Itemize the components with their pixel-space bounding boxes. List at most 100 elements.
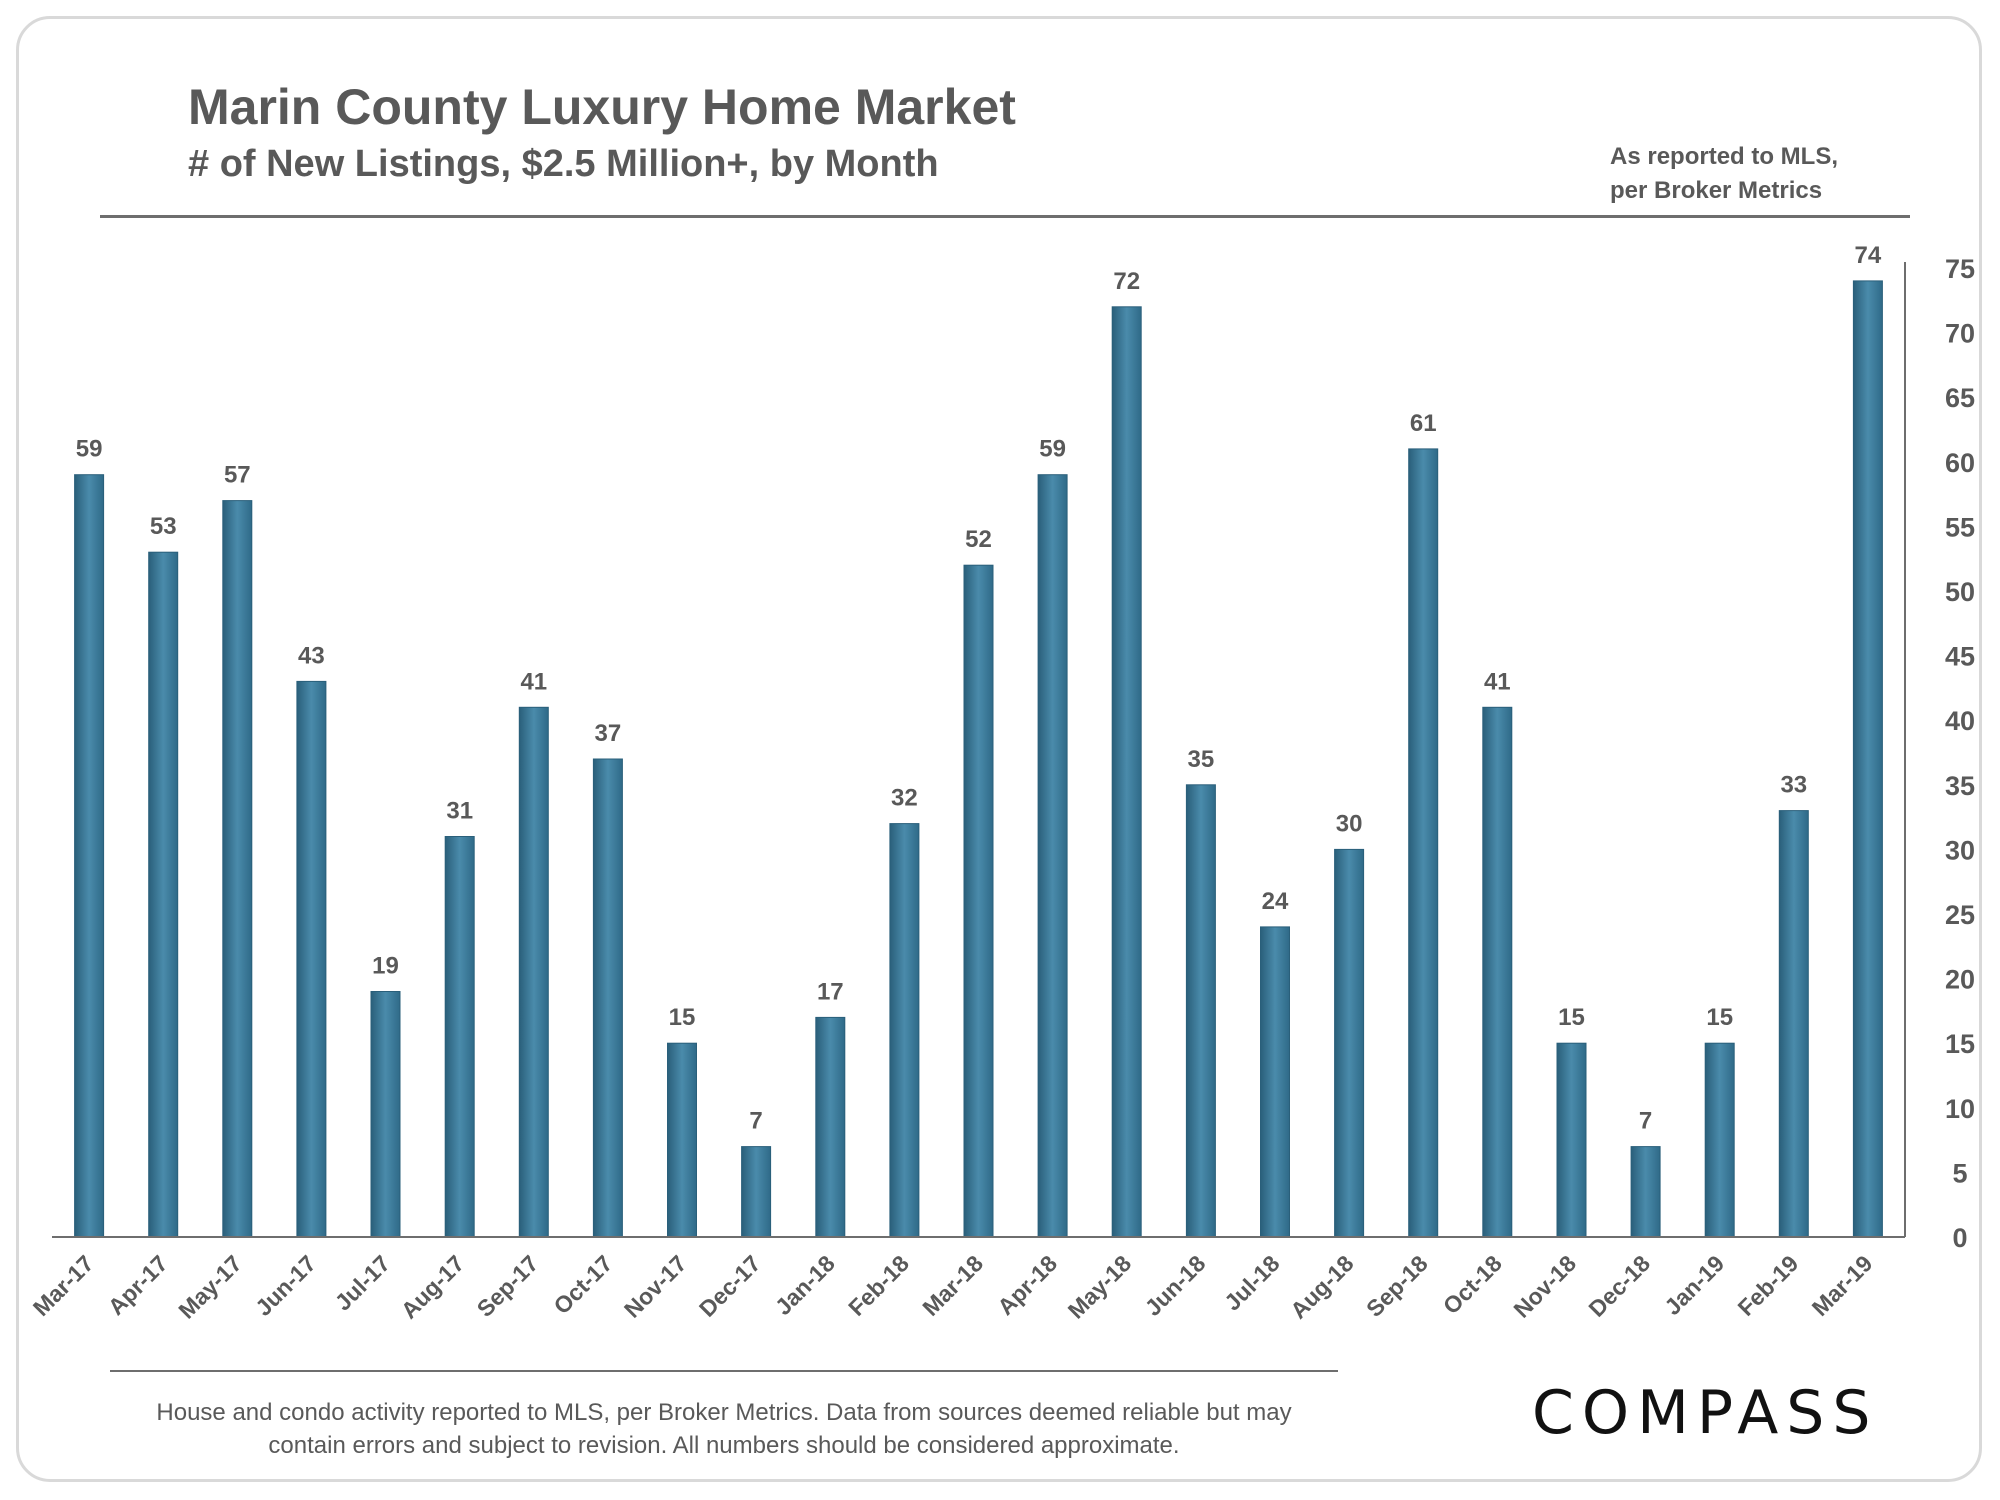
- data-label-Jan-19: 15: [1706, 1004, 1733, 1031]
- bar-Mar-18: [963, 564, 994, 1238]
- source-note: As reported to MLS, per Broker Metrics: [1610, 140, 1838, 208]
- x-axis-labels: Mar-17 Apr-17 May-17 Jun-17 Jul-17 Aug-17 Sep-…: [28, 1250, 1878, 1324]
- value-labels-group: 59 53 57 43 19 31 41 37 15 7 17 32 52 59 72 35 24 30 61 41 1…: [76, 242, 1882, 1135]
- x-tick-label-Oct-17: Oct-17: [548, 1250, 617, 1319]
- data-label-Oct-17: 37: [595, 720, 622, 747]
- x-tick-label-May-18: May-18: [1063, 1250, 1137, 1324]
- y-tick-label-60: 60: [1945, 448, 1975, 478]
- bar-Jul-18: [1260, 926, 1290, 1238]
- bar-Feb-18: [889, 823, 920, 1238]
- footnote-line-2: contain errors and subject to revision. …: [268, 1432, 1180, 1459]
- chart-subtitle: # of New Listings, $2.5 Million+, by Mon…: [188, 143, 939, 185]
- x-tick-label-Jun-17: Jun-17: [250, 1250, 321, 1321]
- bar-Sep-18: [1408, 448, 1439, 1238]
- data-label-Dec-18: 7: [1639, 1108, 1652, 1135]
- x-tick-label-May-17: May-17: [173, 1250, 247, 1324]
- x-tick-label-Aug-17: Aug-17: [396, 1250, 470, 1324]
- bar-May-17: [222, 500, 253, 1238]
- x-tick-label-Sep-18: Sep-18: [1361, 1250, 1433, 1322]
- bar-Feb-19: [1778, 810, 1809, 1238]
- data-label-May-17: 57: [224, 462, 251, 489]
- data-label-Nov-18: 15: [1558, 1004, 1585, 1031]
- y-tick-label-45: 45: [1945, 642, 1975, 672]
- bars-group: [74, 280, 1883, 1238]
- data-label-Sep-18: 61: [1410, 410, 1437, 437]
- data-label-Feb-19: 33: [1780, 772, 1807, 799]
- x-tick-label-Sep-17: Sep-17: [472, 1250, 544, 1322]
- y-tick-label-55: 55: [1945, 512, 1975, 542]
- x-tick-label-Nov-17: Nov-17: [619, 1250, 692, 1323]
- bar-Sep-17: [518, 706, 549, 1238]
- data-label-Jan-18: 17: [817, 978, 844, 1005]
- x-tick-label-Apr-18: Apr-18: [992, 1250, 1062, 1320]
- y-tick-label-30: 30: [1945, 835, 1975, 865]
- x-tick-label-Feb-18: Feb-18: [843, 1250, 914, 1321]
- footer-divider: [110, 1370, 1338, 1372]
- y-tick-label-35: 35: [1945, 771, 1975, 801]
- y-tick-label-10: 10: [1945, 1094, 1975, 1124]
- data-label-May-18: 72: [1113, 268, 1140, 295]
- data-label-Dec-17: 7: [749, 1108, 762, 1135]
- x-tick-label-Nov-18: Nov-18: [1508, 1250, 1581, 1323]
- x-tick-label-Mar-17: Mar-17: [28, 1250, 99, 1321]
- x-tick-label-Dec-17: Dec-17: [694, 1250, 766, 1322]
- x-tick-label-Jun-18: Jun-18: [1140, 1250, 1211, 1321]
- data-label-Feb-18: 32: [891, 785, 918, 812]
- bar-Apr-17: [148, 551, 179, 1238]
- header-divider: [100, 215, 1910, 218]
- data-label-Mar-17: 59: [76, 436, 103, 463]
- y-tick-label-50: 50: [1945, 577, 1975, 607]
- bar-Jul-17: [370, 991, 401, 1238]
- x-tick-label-Jan-18: Jan-18: [770, 1250, 840, 1320]
- x-tick-label-Mar-18: Mar-18: [917, 1250, 988, 1321]
- x-tick-label-Feb-19: Feb-19: [1733, 1250, 1804, 1321]
- source-note-line-1: As reported to MLS,: [1610, 143, 1839, 170]
- compass-logo: COMPASS: [1532, 1378, 1879, 1448]
- x-tick-label-Dec-18: Dec-18: [1583, 1250, 1655, 1322]
- data-label-Jun-17: 43: [298, 642, 325, 669]
- y-tick-label-75: 75: [1945, 254, 1975, 284]
- x-tick-label-Jan-19: Jan-19: [1659, 1250, 1729, 1320]
- y-tick-label-0: 0: [1952, 1223, 1967, 1253]
- bar-Aug-18: [1334, 848, 1365, 1238]
- y-tick-label-15: 15: [1945, 1029, 1975, 1059]
- data-label-Mar-18: 52: [965, 526, 992, 553]
- bar-Jun-17: [296, 680, 327, 1238]
- x-tick-label-Jul-17: Jul-17: [330, 1250, 395, 1315]
- data-label-Jul-18: 24: [1262, 888, 1289, 915]
- data-label-Apr-18: 59: [1039, 436, 1066, 463]
- y-tick-label-5: 5: [1952, 1158, 1967, 1188]
- x-tick-label-Mar-19: Mar-19: [1807, 1250, 1878, 1321]
- bar-Dec-18: [1630, 1146, 1661, 1238]
- bar-Nov-18: [1556, 1042, 1587, 1238]
- data-label-Apr-17: 53: [150, 513, 177, 540]
- footnote: House and condo activity reported to MLS…: [110, 1396, 1338, 1462]
- y-tick-label-40: 40: [1945, 706, 1975, 736]
- data-label-Mar-19: 74: [1855, 242, 1882, 269]
- x-tick-label-Jul-18: Jul-18: [1219, 1250, 1285, 1316]
- bar-Nov-17: [667, 1042, 697, 1238]
- x-tick-label-Oct-18: Oct-18: [1438, 1250, 1507, 1319]
- y-tick-label-25: 25: [1945, 900, 1975, 930]
- data-label-Oct-18: 41: [1484, 668, 1511, 695]
- data-label-Aug-17: 31: [446, 798, 473, 825]
- y-tick-label-70: 70: [1945, 319, 1975, 349]
- data-label-Sep-17: 41: [520, 668, 547, 695]
- bar-Mar-17: [74, 474, 105, 1238]
- data-label-Aug-18: 30: [1336, 810, 1363, 837]
- bar-Jan-18: [815, 1016, 846, 1238]
- bar-May-18: [1111, 306, 1142, 1238]
- bar-Jun-18: [1185, 784, 1216, 1238]
- footnote-line-1: House and condo activity reported to MLS…: [156, 1399, 1292, 1426]
- data-label-Jul-17: 19: [372, 953, 399, 980]
- chart-title: Marin County Luxury Home Market: [188, 79, 1016, 135]
- y-tick-label-20: 20: [1945, 965, 1975, 995]
- data-label-Nov-17: 15: [669, 1004, 696, 1031]
- bar-Aug-17: [444, 836, 475, 1238]
- data-label-Jun-18: 35: [1188, 746, 1215, 773]
- y-axis-labels: 0 5 10 15 20 25 30 35 40 45 50 55 60 65 70 75: [1945, 254, 1975, 1253]
- bar-Apr-18: [1037, 474, 1068, 1238]
- x-tick-label-Apr-17: Apr-17: [103, 1250, 173, 1320]
- bar-Jan-19: [1704, 1042, 1735, 1238]
